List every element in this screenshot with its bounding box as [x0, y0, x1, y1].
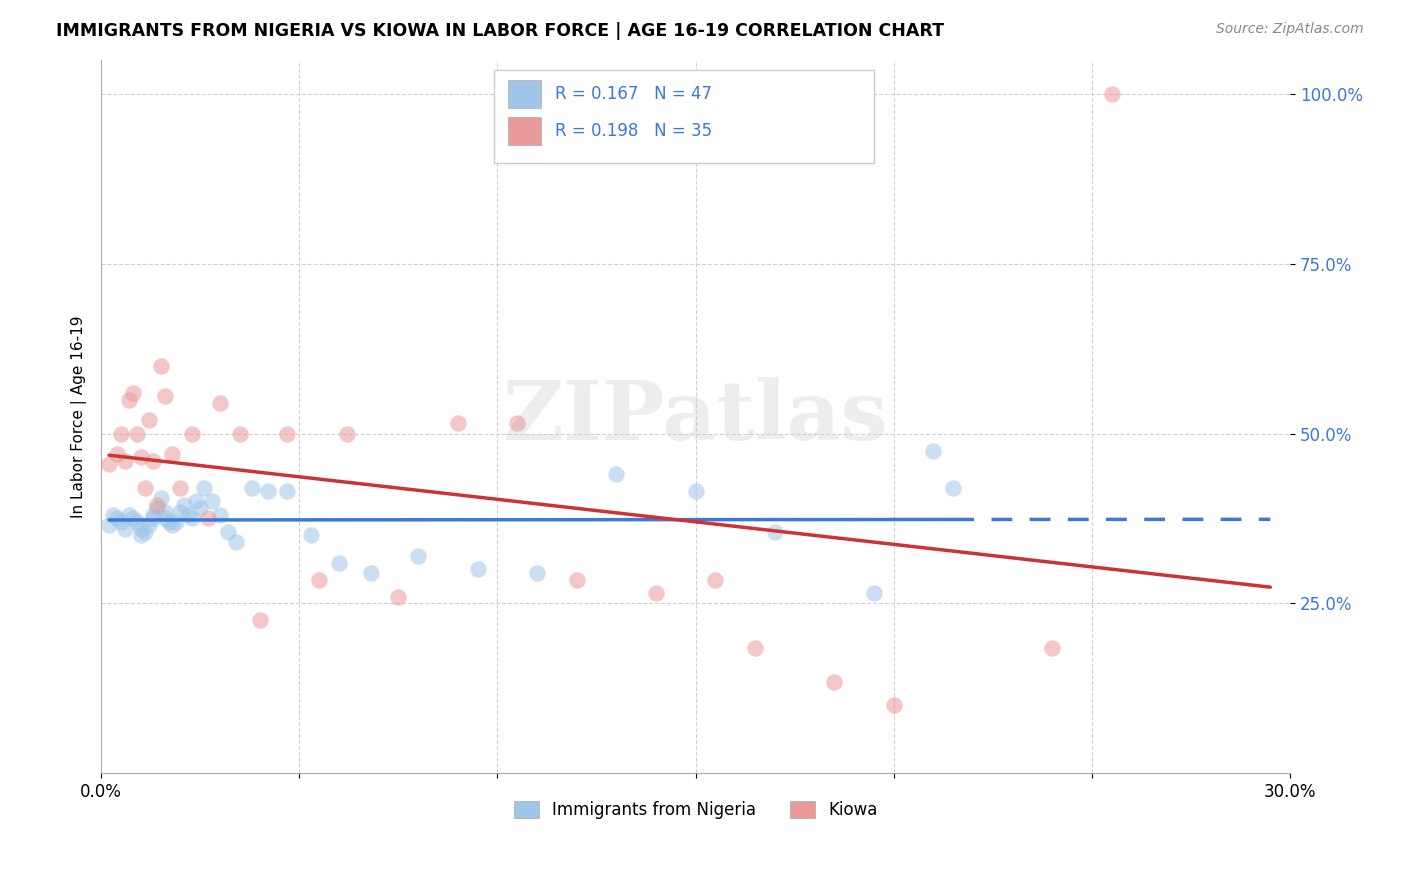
Text: ZIPatlas: ZIPatlas	[503, 376, 889, 457]
Point	[208, 508, 231, 522]
Point	[157, 515, 180, 529]
Point	[125, 426, 148, 441]
Point	[162, 518, 184, 533]
Point	[125, 515, 148, 529]
Point	[208, 396, 231, 410]
Point	[506, 417, 529, 431]
Point	[406, 549, 429, 563]
Point	[169, 481, 191, 495]
Point	[121, 385, 143, 400]
Point	[153, 511, 176, 525]
Point	[360, 566, 382, 580]
Point	[118, 508, 141, 522]
Point	[308, 573, 330, 587]
FancyBboxPatch shape	[494, 70, 875, 163]
Text: R = 0.167   N = 47: R = 0.167 N = 47	[555, 85, 713, 103]
Point	[336, 426, 359, 441]
Point	[98, 518, 121, 533]
Point	[153, 505, 176, 519]
FancyBboxPatch shape	[508, 117, 541, 145]
Point	[138, 518, 160, 533]
Point	[240, 481, 263, 495]
Text: IMMIGRANTS FROM NIGERIA VS KIOWA IN LABOR FORCE | AGE 16-19 CORRELATION CHART: IMMIGRANTS FROM NIGERIA VS KIOWA IN LABO…	[56, 22, 945, 40]
Point	[249, 614, 271, 628]
Point	[467, 562, 489, 576]
Point	[883, 698, 905, 713]
Point	[188, 501, 211, 516]
Point	[105, 447, 128, 461]
Point	[1101, 87, 1123, 101]
Point	[197, 511, 219, 525]
Legend: Immigrants from Nigeria, Kiowa: Immigrants from Nigeria, Kiowa	[508, 794, 884, 826]
Point	[193, 481, 215, 495]
Point	[704, 573, 727, 587]
Point	[299, 528, 322, 542]
Point	[763, 525, 786, 540]
Point	[121, 511, 143, 525]
Point	[110, 426, 132, 441]
Point	[118, 392, 141, 407]
Point	[276, 426, 298, 441]
Point	[142, 511, 165, 525]
Point	[201, 494, 224, 508]
Point	[276, 484, 298, 499]
Point	[645, 586, 668, 600]
Point	[105, 511, 128, 525]
Point	[98, 457, 121, 471]
Point	[142, 508, 165, 522]
Point	[149, 491, 172, 505]
Point	[922, 443, 945, 458]
Point	[605, 467, 627, 482]
Y-axis label: In Labor Force | Age 16-19: In Labor Force | Age 16-19	[72, 315, 87, 517]
Point	[744, 640, 766, 655]
Point	[142, 453, 165, 467]
Point	[165, 515, 187, 529]
Point	[565, 573, 588, 587]
Point	[110, 515, 132, 529]
Point	[138, 413, 160, 427]
Point	[387, 590, 409, 604]
Point	[256, 484, 278, 499]
Point	[129, 528, 152, 542]
Point	[225, 535, 247, 549]
Point	[942, 481, 965, 495]
Point	[181, 426, 204, 441]
Point	[114, 522, 136, 536]
Point	[863, 586, 886, 600]
Point	[526, 566, 548, 580]
Text: R = 0.198   N = 35: R = 0.198 N = 35	[555, 122, 713, 140]
Point	[229, 426, 252, 441]
Point	[177, 508, 200, 522]
Text: Source: ZipAtlas.com: Source: ZipAtlas.com	[1216, 22, 1364, 37]
Point	[169, 505, 191, 519]
Point	[823, 674, 845, 689]
Point	[129, 522, 152, 536]
Point	[145, 498, 167, 512]
Point	[447, 417, 470, 431]
Point	[217, 525, 239, 540]
Point	[134, 481, 156, 495]
Point	[101, 508, 124, 522]
Point	[114, 453, 136, 467]
FancyBboxPatch shape	[508, 79, 541, 108]
Point	[145, 501, 167, 516]
Point	[153, 389, 176, 403]
Point	[186, 494, 208, 508]
Point	[173, 498, 195, 512]
Point	[134, 525, 156, 540]
Point	[129, 450, 152, 465]
Point	[328, 556, 350, 570]
Point	[162, 447, 184, 461]
Point	[149, 359, 172, 373]
Point	[1040, 640, 1063, 655]
Point	[685, 484, 707, 499]
Point	[181, 511, 204, 525]
